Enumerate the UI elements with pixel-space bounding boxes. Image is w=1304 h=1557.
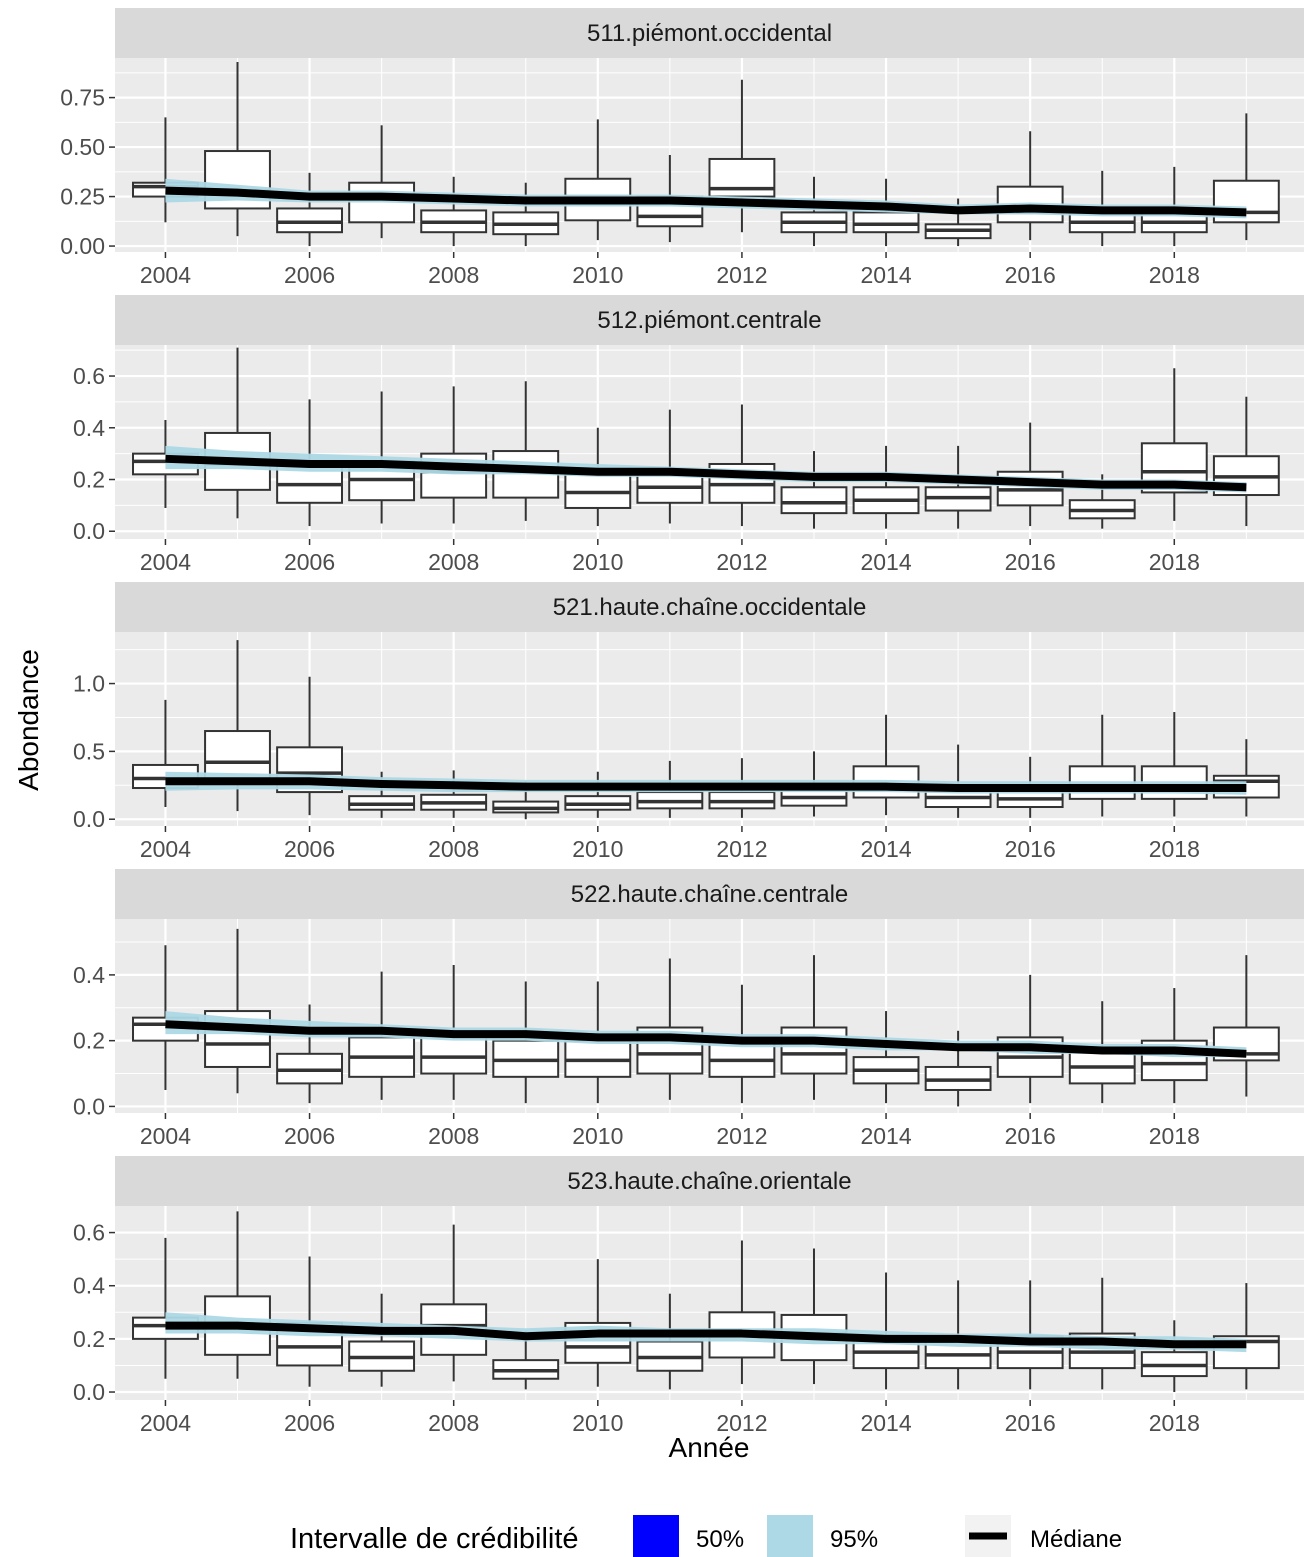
y-tick-label: 0.25 [60,184,105,210]
facet-panel: 521.haute.chaîne.occidentale 2004 2006 2008… [73,582,1304,862]
y-tick-label: 0.0 [73,806,105,832]
x-tick-label: 2014 [860,836,911,862]
y-tick-label: 0.0 [73,1093,105,1119]
panel-background [115,1206,1304,1400]
box [276,207,343,234]
facet-panel: 523.haute.chaîne.orientale 2004 2006 2008 20… [73,1156,1304,1436]
facet-strip [115,582,1304,632]
x-tick-label: 2014 [860,262,911,288]
x-tick-label: 2016 [1005,1410,1056,1436]
legend-label-median: Médiane [1030,1526,1122,1553]
x-tick-label: 2012 [716,836,767,862]
x-tick-label: 2016 [1005,1123,1056,1149]
x-axis-title: Année [669,1432,750,1463]
x-tick-label: 2006 [284,836,335,862]
y-tick-label: 0.6 [73,1220,105,1246]
x-tick-label: 2016 [1005,549,1056,575]
x-tick-label: 2006 [284,549,335,575]
y-tick-label: 0.4 [73,962,105,988]
x-tick-label: 2006 [284,262,335,288]
y-tick-label: 0.2 [73,467,105,493]
facets-group: 511.piémont.occidental 2004 2006 2008 2010 20… [60,8,1304,1436]
y-tick-label: 0.4 [73,1273,105,1299]
legend-label-95: 95% [830,1526,878,1553]
y-tick-label: 0.6 [73,363,105,389]
y-tick-label: 1.0 [73,671,105,697]
x-tick-label: 2004 [140,549,191,575]
legend-label-50: 50% [696,1526,744,1553]
facet-strip [115,1156,1304,1206]
median-trend-line [165,1020,1247,1058]
y-tick-label: 0.75 [60,85,105,111]
y-tick-label: 0.2 [73,1028,105,1054]
x-tick-label: 2008 [428,549,479,575]
x-tick-label: 2012 [716,262,767,288]
legend-swatch-95 [767,1515,813,1557]
facet-strip [115,295,1304,345]
legend-swatch-50 [633,1515,679,1557]
facet-title: 521.haute.chaîne.occidentale [553,594,867,621]
x-tick-label: 2018 [1149,836,1200,862]
x-tick-label: 2004 [140,836,191,862]
x-tick-label: 2012 [716,1123,767,1149]
x-tick-label: 2018 [1149,1123,1200,1149]
y-tick-label: 0.0 [73,518,105,544]
y-tick-label: 0.4 [73,415,105,441]
x-tick-label: 2010 [572,262,623,288]
y-tick-label: 0.50 [60,134,105,160]
x-tick-label: 2012 [716,549,767,575]
x-tick-label: 2012 [716,1410,767,1436]
median-trend-line [165,1321,1247,1349]
facet-strip [115,8,1304,58]
facet-title: 511.piémont.occidental [587,20,832,47]
x-tick-label: 2004 [140,1410,191,1436]
x-tick-label: 2018 [1149,1410,1200,1436]
facet-panel: 512.piémont.centrale 2004 2006 2008 2010 2012… [73,295,1304,575]
x-tick-label: 2008 [428,1123,479,1149]
box [204,730,271,780]
x-tick-label: 2014 [860,549,911,575]
x-tick-label: 2008 [428,836,479,862]
x-tick-label: 2006 [284,1123,335,1149]
y-tick-label: 0.5 [73,738,105,764]
facet-title: 512.piémont.centrale [597,307,821,334]
x-tick-label: 2006 [284,1410,335,1436]
legend: Intervalle de crédibilité 50% 95% Médian… [290,1515,1122,1557]
y-tick-label: 0.0 [73,1379,105,1405]
x-tick-label: 2014 [860,1123,911,1149]
x-tick-label: 2008 [428,262,479,288]
x-tick-label: 2004 [140,1123,191,1149]
median-trend-line [165,777,1247,793]
y-axis-title: Abondance [13,649,44,791]
median-trend-line [165,186,1247,217]
x-tick-label: 2016 [1005,836,1056,862]
x-tick-label: 2004 [140,262,191,288]
facet-panel: 511.piémont.occidental 2004 2006 2008 2010 20… [60,8,1304,288]
x-tick-label: 2010 [572,836,623,862]
facet-title: 523.haute.chaîne.orientale [567,1168,851,1195]
x-tick-label: 2016 [1005,262,1056,288]
x-tick-label: 2018 [1149,262,1200,288]
box [852,211,920,234]
facet-title: 522.haute.chaîne.centrale [571,881,849,908]
box [708,157,776,198]
x-tick-label: 2018 [1149,549,1200,575]
x-tick-label: 2014 [860,1410,911,1436]
facet-panel: 522.haute.chaîne.centrale 2004 2006 2008 201… [73,869,1304,1149]
facet-strip [115,869,1304,919]
median-trend-line [165,454,1247,492]
y-tick-label: 0.00 [60,233,105,259]
x-tick-label: 2010 [572,549,623,575]
box [780,486,848,515]
x-tick-label: 2008 [428,1410,479,1436]
x-tick-label: 2010 [572,1410,623,1436]
legend-title: Intervalle de crédibilité [290,1523,579,1555]
x-tick-label: 2010 [572,1123,623,1149]
y-tick-label: 0.2 [73,1326,105,1352]
